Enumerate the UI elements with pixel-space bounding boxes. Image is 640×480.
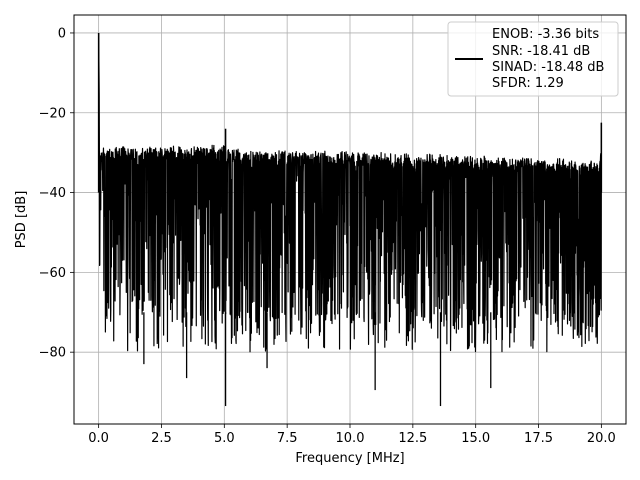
x-tick-label: 2.5 <box>151 431 172 446</box>
x-tick-label: 0.0 <box>88 431 109 446</box>
y-axis-ticks: 0 −20 −40 −60 −80 <box>39 26 74 361</box>
y-axis-label: PSD [dB] <box>14 191 29 249</box>
legend-entry-sfdr: SFDR: 1.29 <box>492 76 564 91</box>
plot-area <box>97 32 603 407</box>
x-tick-label: 10.0 <box>336 431 365 446</box>
y-tick-label: −80 <box>39 346 66 361</box>
psd-series-line <box>98 32 602 353</box>
x-tick-label: 20.0 <box>587 431 616 446</box>
x-tick-label: 15.0 <box>461 431 490 446</box>
y-tick-label: −40 <box>39 186 66 201</box>
legend: ENOB: -3.36 bits SNR: -18.41 dB SINAD: -… <box>447 21 619 97</box>
legend-entry-snr: SNR: -18.41 dB <box>492 44 590 59</box>
legend-entry-enob: ENOB: -3.36 bits <box>492 27 599 42</box>
y-tick-label: 0 <box>58 26 66 41</box>
y-tick-label: −60 <box>39 266 66 281</box>
legend-box <box>447 21 619 97</box>
x-tick-label: 7.5 <box>277 431 298 446</box>
x-tick-label: 17.5 <box>524 431 553 446</box>
x-tick-label: 12.5 <box>398 431 427 446</box>
x-axis-ticks: 0.0 2.5 5.0 7.5 10.0 12.5 15.0 17.5 20.0 <box>88 424 616 446</box>
y-tick-label: −20 <box>39 106 66 121</box>
legend-entry-sinad: SINAD: -18.48 dB <box>492 60 604 75</box>
x-tick-label: 5.0 <box>214 431 235 446</box>
x-axis-label: Frequency [MHz] <box>295 451 404 466</box>
